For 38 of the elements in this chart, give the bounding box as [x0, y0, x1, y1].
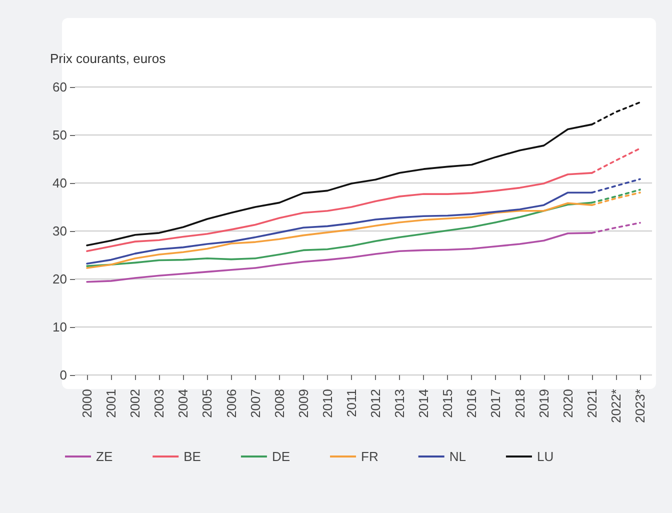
x-tick-label: 2005 [200, 389, 215, 418]
x-tick-label: 2009 [296, 389, 311, 418]
y-axis-title: Prix courants, euros [50, 51, 166, 66]
legend-label: ZE [96, 449, 113, 464]
y-tick-label: 20 [52, 272, 67, 286]
x-tick-label: 2013 [392, 389, 408, 418]
x-tick-label: 2007 [248, 389, 263, 418]
legend-label: LU [536, 449, 554, 464]
x-tick-label: 2022* [608, 389, 624, 423]
x-tick-label: 2003 [152, 389, 167, 418]
y-tick-label: 0 [60, 368, 67, 382]
x-tick-label: 2000 [80, 389, 95, 418]
x-tick-label: 2002 [128, 389, 143, 418]
legend-label: NL [449, 449, 466, 464]
x-tick-label: 2016 [464, 389, 480, 418]
y-tick-label: 60 [52, 80, 67, 94]
x-tick-label: 2011 [344, 389, 359, 417]
y-tick-label: 10 [52, 320, 67, 334]
y-tick-label: 40 [52, 176, 67, 190]
x-tick-label: 2018 [512, 389, 528, 418]
y-tick-label: 50 [52, 128, 67, 142]
x-tick-label: 2017 [488, 389, 504, 418]
x-tick-label: 2021 [584, 389, 600, 418]
legend-label: BE [184, 449, 202, 464]
x-tick-label: 2010 [320, 389, 335, 418]
legend-label: DE [272, 449, 290, 464]
x-tick-label: 2019 [536, 389, 552, 418]
x-tick-label: 2014 [416, 389, 432, 418]
x-tick-label: 2006 [224, 389, 239, 418]
x-tick-label: 2023* [632, 389, 648, 423]
x-tick-label: 2015 [440, 389, 456, 418]
y-tick-label: 30 [52, 224, 67, 238]
x-tick-label: 2001 [104, 389, 119, 418]
legend-label: FR [361, 449, 378, 464]
x-tick-label: 2020 [560, 389, 576, 418]
x-tick-label: 2012 [368, 389, 384, 418]
x-tick-label: 2004 [176, 389, 191, 418]
x-tick-label: 2008 [272, 389, 287, 418]
